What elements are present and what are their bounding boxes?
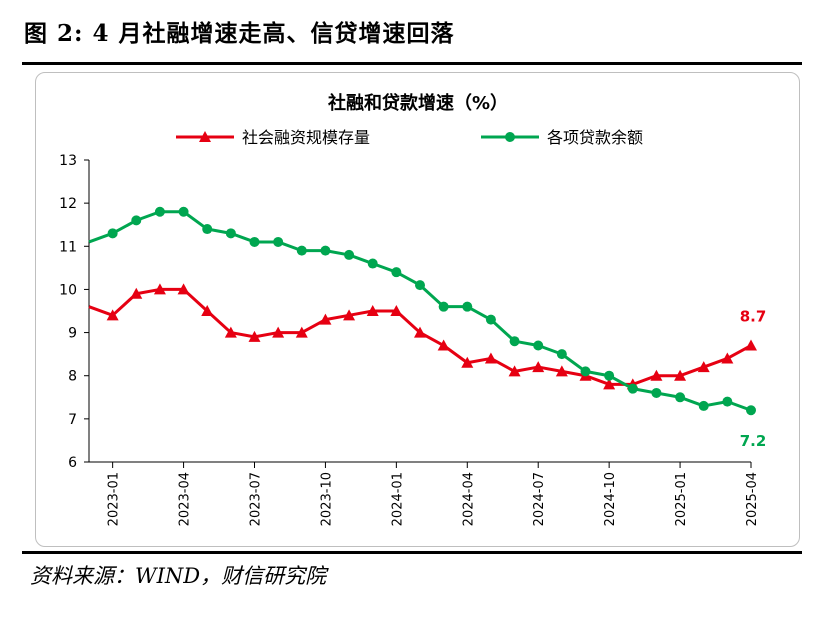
- y-tick-label: 13: [59, 153, 77, 169]
- data-point-circle: [273, 236, 284, 247]
- legend-marker-triangle: [199, 131, 211, 142]
- x-tick-label: 2023-04: [178, 472, 193, 526]
- data-point-triangle: [106, 309, 119, 321]
- data-point-circle: [627, 383, 638, 394]
- bottom-rule: [22, 551, 802, 554]
- data-point-circle: [651, 387, 662, 398]
- legend-marker-circle: [505, 132, 515, 142]
- data-point-circle: [367, 258, 378, 269]
- data-point-circle: [580, 366, 591, 377]
- x-tick-label: 2024-07: [532, 472, 547, 526]
- data-point-circle: [344, 249, 355, 260]
- chart-frame: 社融和贷款增速（%） 社会融资规模存量 各项贷款余额 6 7 8 9 10 11 12 13 20…: [35, 72, 800, 547]
- data-point-triangle: [319, 313, 332, 325]
- data-point-circle: [178, 206, 189, 217]
- data-point-triangle: [674, 369, 687, 381]
- y-tick-label: 11: [59, 239, 77, 255]
- data-point-triangle: [484, 352, 497, 364]
- data-point-circle: [746, 405, 756, 416]
- legend-label: 各项贷款余额: [547, 128, 643, 147]
- data-point-triangle: [437, 339, 450, 351]
- data-point-circle: [391, 267, 402, 278]
- data-point-triangle: [224, 326, 237, 338]
- data-point-triangle: [248, 330, 261, 342]
- data-point-triangle: [555, 365, 568, 377]
- data-point-circle: [462, 301, 473, 312]
- data-point-circle: [675, 392, 686, 403]
- data-point-triangle: [461, 356, 474, 368]
- data-point-circle: [485, 314, 496, 325]
- y-tick-label: 10: [59, 282, 77, 298]
- data-point-triangle: [390, 305, 403, 316]
- data-point-circle: [722, 396, 733, 407]
- data-point-circle: [438, 301, 449, 312]
- data-point-triangle: [414, 326, 426, 338]
- data-point-circle: [320, 245, 331, 256]
- figure-label: 图 2:: [24, 20, 84, 47]
- data-point-triangle: [721, 352, 734, 364]
- data-point-circle: [249, 236, 260, 247]
- data-point-circle: [533, 340, 544, 351]
- data-label-end: 7.2: [740, 432, 767, 450]
- data-point-triangle: [532, 361, 545, 373]
- source-note: 资料来源：WIND，财信研究院: [30, 564, 327, 588]
- figure-title-text: 4 月社融增速走高、信贷增速回落: [92, 20, 455, 47]
- chart-title: 社融和贷款增速（%）: [328, 92, 508, 114]
- data-point-circle: [131, 215, 142, 226]
- plot-area: 8.7 7.2: [88, 206, 767, 450]
- data-point-circle: [509, 336, 520, 347]
- data-point-circle: [604, 370, 615, 381]
- data-point-triangle: [272, 326, 285, 338]
- data-label-end: 8.7: [740, 308, 767, 326]
- data-point-triangle: [201, 305, 214, 316]
- axes: 6 7 8 9 10 11 12 13 2023-01 2023-04 2023-07 2023-10…: [59, 153, 760, 526]
- legend: 社会融资规模存量 各项贷款余额: [176, 128, 643, 147]
- x-tick-label: 2025-04: [745, 472, 760, 526]
- y-tick-label: 8: [68, 369, 77, 385]
- data-point-triangle: [603, 378, 616, 390]
- data-point-circle: [698, 400, 709, 411]
- y-tick-label: 7: [68, 412, 77, 428]
- legend-label: 社会融资规模存量: [242, 128, 370, 147]
- top-rule: [22, 62, 802, 65]
- data-point-triangle: [295, 326, 308, 338]
- data-point-circle: [296, 245, 307, 256]
- x-tick-label: 2024-04: [461, 472, 476, 526]
- data-point-circle: [225, 228, 236, 239]
- line-chart: 社融和贷款增速（%） 社会融资规模存量 各项贷款余额 6 7 8 9 10 11 12 13 20…: [59, 92, 767, 526]
- data-point-triangle: [177, 283, 190, 295]
- x-tick-label: 2024-01: [390, 472, 405, 526]
- x-tick-label: 2023-10: [319, 472, 334, 526]
- data-point-circle: [415, 280, 425, 291]
- x-tick-label: 2025-01: [674, 472, 689, 526]
- data-point-circle: [107, 228, 118, 239]
- x-tick-label: 2023-01: [107, 472, 122, 526]
- data-point-triangle: [366, 305, 379, 316]
- data-point-triangle: [130, 287, 143, 299]
- data-point-triangle: [153, 283, 166, 295]
- data-point-triangle: [343, 309, 356, 321]
- data-point-circle: [556, 349, 567, 360]
- data-point-triangle: [697, 361, 710, 373]
- data-point-circle: [202, 224, 213, 235]
- data-point-circle: [154, 206, 165, 217]
- y-tick-label: 12: [59, 196, 77, 212]
- y-tick-label: 6: [68, 455, 77, 471]
- figure-title: 图 2: 4 月社融增速走高、信贷增速回落: [24, 14, 455, 48]
- x-tick-label: 2023-07: [249, 472, 264, 526]
- y-tick-label: 9: [68, 326, 77, 342]
- data-point-triangle: [508, 365, 521, 377]
- data-point-triangle: [650, 369, 663, 381]
- x-tick-label: 2024-10: [603, 472, 618, 526]
- data-point-triangle: [745, 339, 757, 351]
